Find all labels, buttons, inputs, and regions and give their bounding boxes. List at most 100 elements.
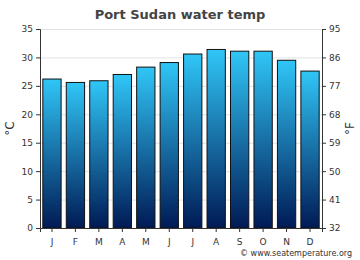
grid-line [40, 57, 322, 58]
tick: 68 [322, 110, 341, 120]
tick-mark [36, 29, 40, 30]
bar [231, 51, 249, 228]
title: Port Sudan water temp [95, 7, 266, 22]
bar [43, 79, 61, 228]
bar [207, 49, 225, 228]
tick: 77 [322, 81, 340, 91]
tick-mark [322, 171, 326, 172]
tick: 86 [322, 53, 341, 63]
tick: 35 [22, 24, 40, 34]
tick: 5 [27, 195, 40, 205]
tick-mark [322, 57, 326, 58]
tick-label: 41 [329, 195, 340, 205]
tick: N [283, 228, 290, 247]
bars [43, 49, 319, 228]
tick-mark [36, 86, 40, 87]
tick-label: F [73, 237, 78, 247]
tick-mark [98, 228, 99, 232]
plot-background [40, 29, 322, 228]
tick-mark [75, 228, 76, 232]
tick-mark [36, 57, 40, 58]
tick: 50 [322, 167, 341, 177]
bar [113, 74, 131, 228]
tick-label: 5 [27, 195, 33, 205]
tick-mark [322, 143, 326, 144]
tick: M [142, 228, 150, 247]
tick-label: 20 [22, 110, 34, 120]
tick-mark [239, 228, 240, 232]
tick-label: 35 [22, 24, 33, 34]
tick-label: 77 [329, 81, 340, 91]
y-axis: 0 5 10 15 20 25 30 35 [22, 24, 41, 233]
tick-mark [310, 228, 311, 232]
tick: D [307, 228, 314, 247]
tick: F [73, 228, 78, 247]
tick: 0 [27, 223, 40, 233]
tick-label: 95 [329, 24, 340, 34]
tick-mark [36, 114, 40, 115]
tick: M [95, 228, 103, 247]
tick: J [190, 228, 194, 247]
tick-label: M [142, 237, 150, 247]
tick: 30 [22, 53, 40, 63]
axis-line [323, 30, 327, 229]
y2-axis: 32 41 50 59 68 77 86 95 [322, 24, 341, 233]
tick-mark [36, 171, 40, 172]
tick: A [213, 228, 220, 247]
tick: 32 [322, 223, 340, 233]
bar [90, 81, 108, 228]
tick-mark [36, 143, 40, 144]
tick-label: 68 [329, 110, 341, 120]
tick-label: 59 [329, 138, 341, 148]
tick: 25 [22, 81, 40, 91]
tick: O [260, 228, 267, 247]
tick: 20 [22, 110, 40, 120]
tick-label: M [95, 237, 103, 247]
tick-label: 25 [22, 81, 33, 91]
tick-mark [36, 200, 40, 201]
tick: 95 [322, 24, 340, 34]
tick-mark [322, 114, 326, 115]
tick-label: J [50, 237, 54, 247]
tick-label: J [190, 237, 194, 247]
tick-mark [122, 228, 123, 232]
tick-label: 30 [22, 53, 34, 63]
bar [301, 71, 319, 228]
tick-label: O [260, 237, 267, 247]
tick-label: 10 [22, 167, 34, 177]
tick-mark [216, 228, 217, 232]
tick-mark [322, 29, 326, 30]
tick-mark [36, 228, 40, 229]
axis-line [41, 229, 323, 233]
tick-mark [192, 228, 193, 232]
bar [66, 82, 84, 228]
tick-label: 0 [27, 223, 33, 233]
tick-mark [322, 86, 326, 87]
tick: J [50, 228, 54, 247]
tick-label: N [283, 237, 290, 247]
tick-mark [286, 228, 287, 232]
tick-label: D [307, 237, 314, 247]
chart: 0 5 10 15 20 25 30 35 32 41 50 59 68 77 86 95 J F M A M J J A S O… [0, 0, 360, 260]
tick-label: A [119, 237, 126, 247]
axis-line [36, 30, 41, 229]
tick: 15 [22, 138, 40, 148]
tick-label: 32 [329, 223, 340, 233]
x-axis: JFMAMJJASOND [41, 228, 323, 247]
tick-label: 15 [22, 138, 33, 148]
y-axis-title: °C [3, 121, 17, 135]
tick-mark [169, 228, 170, 232]
bar [254, 51, 272, 228]
tick-mark [145, 228, 146, 232]
footer: © www.seatemperature.org [240, 249, 352, 258]
tick-label: S [237, 237, 243, 247]
tick-mark [263, 228, 264, 232]
bar [184, 54, 202, 228]
grid [40, 30, 322, 229]
tick: 59 [322, 138, 341, 148]
tick-label: A [213, 237, 220, 247]
bar [277, 60, 295, 228]
tick-label: J [167, 237, 171, 247]
tick: 10 [22, 167, 40, 177]
tick: J [167, 228, 171, 247]
